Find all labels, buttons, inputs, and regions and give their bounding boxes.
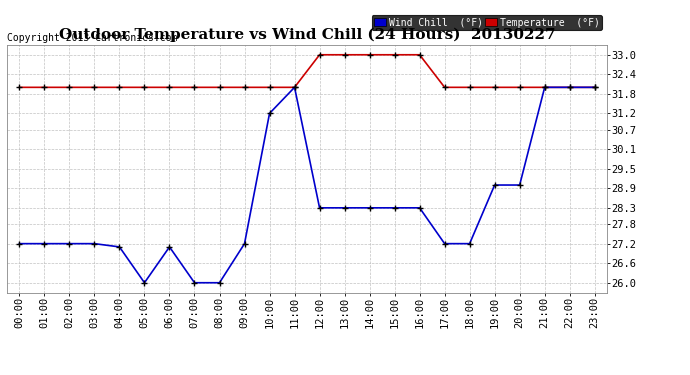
Title: Outdoor Temperature vs Wind Chill (24 Hours)  20130227: Outdoor Temperature vs Wind Chill (24 Ho… [59,28,555,42]
Text: Copyright 2013 Cartronics.com: Copyright 2013 Cartronics.com [7,33,177,42]
Legend: Wind Chill  (°F), Temperature  (°F): Wind Chill (°F), Temperature (°F) [371,15,602,30]
